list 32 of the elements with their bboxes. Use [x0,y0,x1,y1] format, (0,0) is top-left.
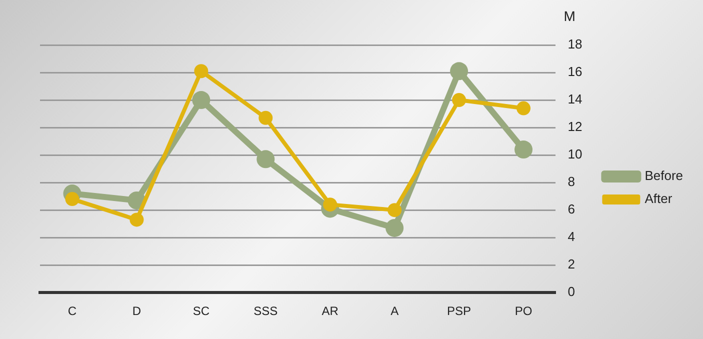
y-tick-label: 0 [568,284,575,300]
x-tick-label: PSP [447,304,472,318]
y-axis-title: M [564,8,576,24]
y-tick-label: 2 [568,256,575,272]
legend-label: Before [644,168,684,184]
x-tick-label: AR [322,304,339,318]
point [258,110,273,125]
x-tick-label: C [68,304,77,318]
y-tick-label: 10 [568,146,582,162]
point [516,101,531,116]
point [514,140,533,159]
point [450,62,468,80]
point [452,93,466,108]
point [386,218,404,237]
y-tick-label: 8 [568,174,575,190]
point [194,64,208,78]
point [130,212,144,227]
point [256,150,275,168]
y-tick-label: 4 [568,229,575,244]
y-tick-label: 18 [568,36,582,52]
x-tick-label: SSS [254,304,278,318]
y-tick-label: 6 [568,202,575,217]
y-tick-label: 14 [568,92,582,107]
point [192,91,210,110]
x-tick-label: PO [514,304,532,318]
point [388,203,402,218]
x-tick-label: SC [192,304,210,318]
y-tick-label: 12 [568,119,582,134]
legend-label: After [644,191,673,206]
y-tick-label: 16 [568,64,582,80]
x-tick-label: D [132,304,142,318]
x-tick-label: A [390,304,399,318]
